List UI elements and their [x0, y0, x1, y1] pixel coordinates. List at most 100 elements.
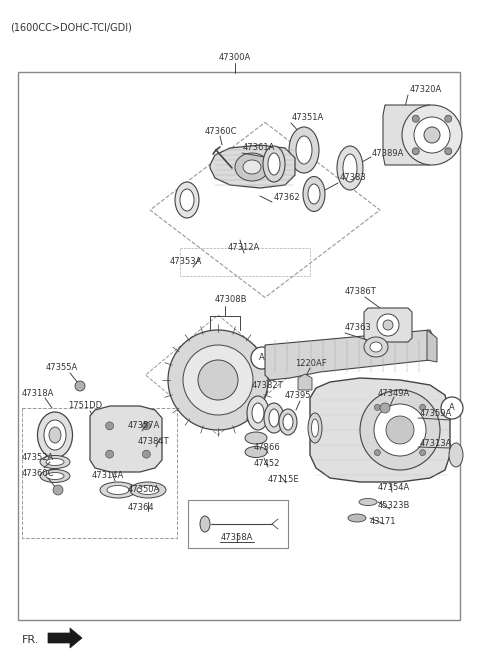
Circle shape [414, 117, 450, 153]
Circle shape [412, 148, 419, 155]
Ellipse shape [359, 498, 377, 506]
Text: 47320A: 47320A [410, 86, 442, 94]
Ellipse shape [308, 413, 322, 443]
Circle shape [360, 390, 440, 470]
Circle shape [168, 330, 268, 430]
Text: 47351A: 47351A [292, 114, 324, 122]
Ellipse shape [252, 403, 264, 423]
Text: 47359A: 47359A [420, 409, 452, 418]
Ellipse shape [40, 456, 70, 468]
Ellipse shape [269, 409, 279, 427]
Text: 47308B: 47308B [215, 295, 248, 305]
Circle shape [143, 422, 150, 430]
Circle shape [402, 105, 462, 165]
Circle shape [374, 404, 426, 456]
Polygon shape [48, 628, 82, 648]
Ellipse shape [279, 409, 297, 435]
Text: 47382T: 47382T [252, 381, 284, 391]
Circle shape [75, 381, 85, 391]
Ellipse shape [243, 160, 261, 174]
Text: 47363: 47363 [345, 323, 372, 333]
Ellipse shape [264, 403, 284, 433]
Text: 47312A: 47312A [228, 244, 260, 253]
Ellipse shape [49, 427, 61, 443]
Text: 1220AF: 1220AF [295, 359, 326, 367]
Bar [180, 248, 310, 276]
Text: 47366: 47366 [254, 444, 281, 452]
Ellipse shape [283, 414, 293, 430]
Ellipse shape [263, 146, 285, 182]
Circle shape [106, 422, 114, 430]
Polygon shape [90, 406, 162, 472]
Text: (1600CC>DOHC-TCI/GDI): (1600CC>DOHC-TCI/GDI) [10, 23, 132, 33]
Text: 47313A: 47313A [420, 438, 452, 448]
Text: 47360C: 47360C [22, 468, 55, 478]
Text: 47353A: 47353A [170, 257, 203, 267]
Ellipse shape [40, 470, 70, 482]
Text: 47389A: 47389A [372, 148, 404, 158]
Ellipse shape [46, 458, 64, 466]
Circle shape [251, 347, 273, 369]
Circle shape [143, 450, 150, 458]
Ellipse shape [235, 153, 269, 181]
Circle shape [198, 360, 238, 400]
Text: 47362: 47362 [274, 194, 300, 202]
Text: 47386T: 47386T [345, 287, 377, 297]
Ellipse shape [449, 443, 463, 467]
Ellipse shape [296, 136, 312, 164]
Polygon shape [298, 374, 312, 390]
Circle shape [441, 397, 463, 419]
Text: 47350A: 47350A [128, 486, 160, 494]
Text: 47352A: 47352A [22, 452, 54, 462]
Ellipse shape [343, 154, 357, 182]
Text: 45323B: 45323B [378, 500, 410, 510]
Polygon shape [210, 145, 295, 188]
Ellipse shape [46, 472, 64, 480]
Text: 47360C: 47360C [205, 126, 238, 136]
Ellipse shape [364, 337, 388, 357]
Text: FR.: FR. [22, 635, 39, 645]
Text: 47452: 47452 [254, 458, 280, 468]
Text: 47355A: 47355A [46, 363, 78, 373]
Circle shape [386, 416, 414, 444]
Ellipse shape [107, 486, 129, 494]
Ellipse shape [247, 396, 269, 430]
Text: 47383: 47383 [340, 174, 367, 182]
Polygon shape [265, 330, 435, 380]
Text: 47115E: 47115E [268, 474, 300, 484]
Ellipse shape [348, 514, 366, 522]
Text: 47300A: 47300A [219, 53, 251, 61]
Text: 47349A: 47349A [378, 389, 410, 397]
Ellipse shape [289, 127, 319, 173]
Ellipse shape [100, 482, 136, 498]
Ellipse shape [377, 314, 399, 336]
Ellipse shape [303, 176, 325, 212]
Ellipse shape [44, 420, 66, 450]
Text: 47384T: 47384T [138, 438, 169, 446]
Circle shape [183, 345, 253, 415]
Text: 47318A: 47318A [22, 389, 54, 397]
Ellipse shape [245, 446, 267, 458]
Circle shape [106, 450, 114, 458]
Ellipse shape [312, 419, 319, 437]
Polygon shape [364, 308, 412, 342]
Text: 47314A: 47314A [92, 472, 124, 480]
Circle shape [374, 404, 380, 410]
Circle shape [374, 450, 380, 456]
Circle shape [445, 148, 452, 155]
Text: 47357A: 47357A [128, 422, 160, 430]
Ellipse shape [268, 153, 280, 175]
Text: 1751DD: 1751DD [68, 401, 102, 411]
Ellipse shape [200, 516, 210, 532]
Circle shape [424, 127, 440, 143]
Circle shape [380, 403, 390, 413]
Polygon shape [310, 378, 450, 482]
Text: A: A [449, 403, 455, 413]
Ellipse shape [37, 412, 72, 458]
Ellipse shape [137, 486, 159, 494]
Text: A: A [259, 353, 265, 363]
Polygon shape [427, 330, 437, 362]
Ellipse shape [370, 342, 382, 352]
Circle shape [53, 485, 63, 495]
Text: 47358A: 47358A [221, 534, 253, 542]
